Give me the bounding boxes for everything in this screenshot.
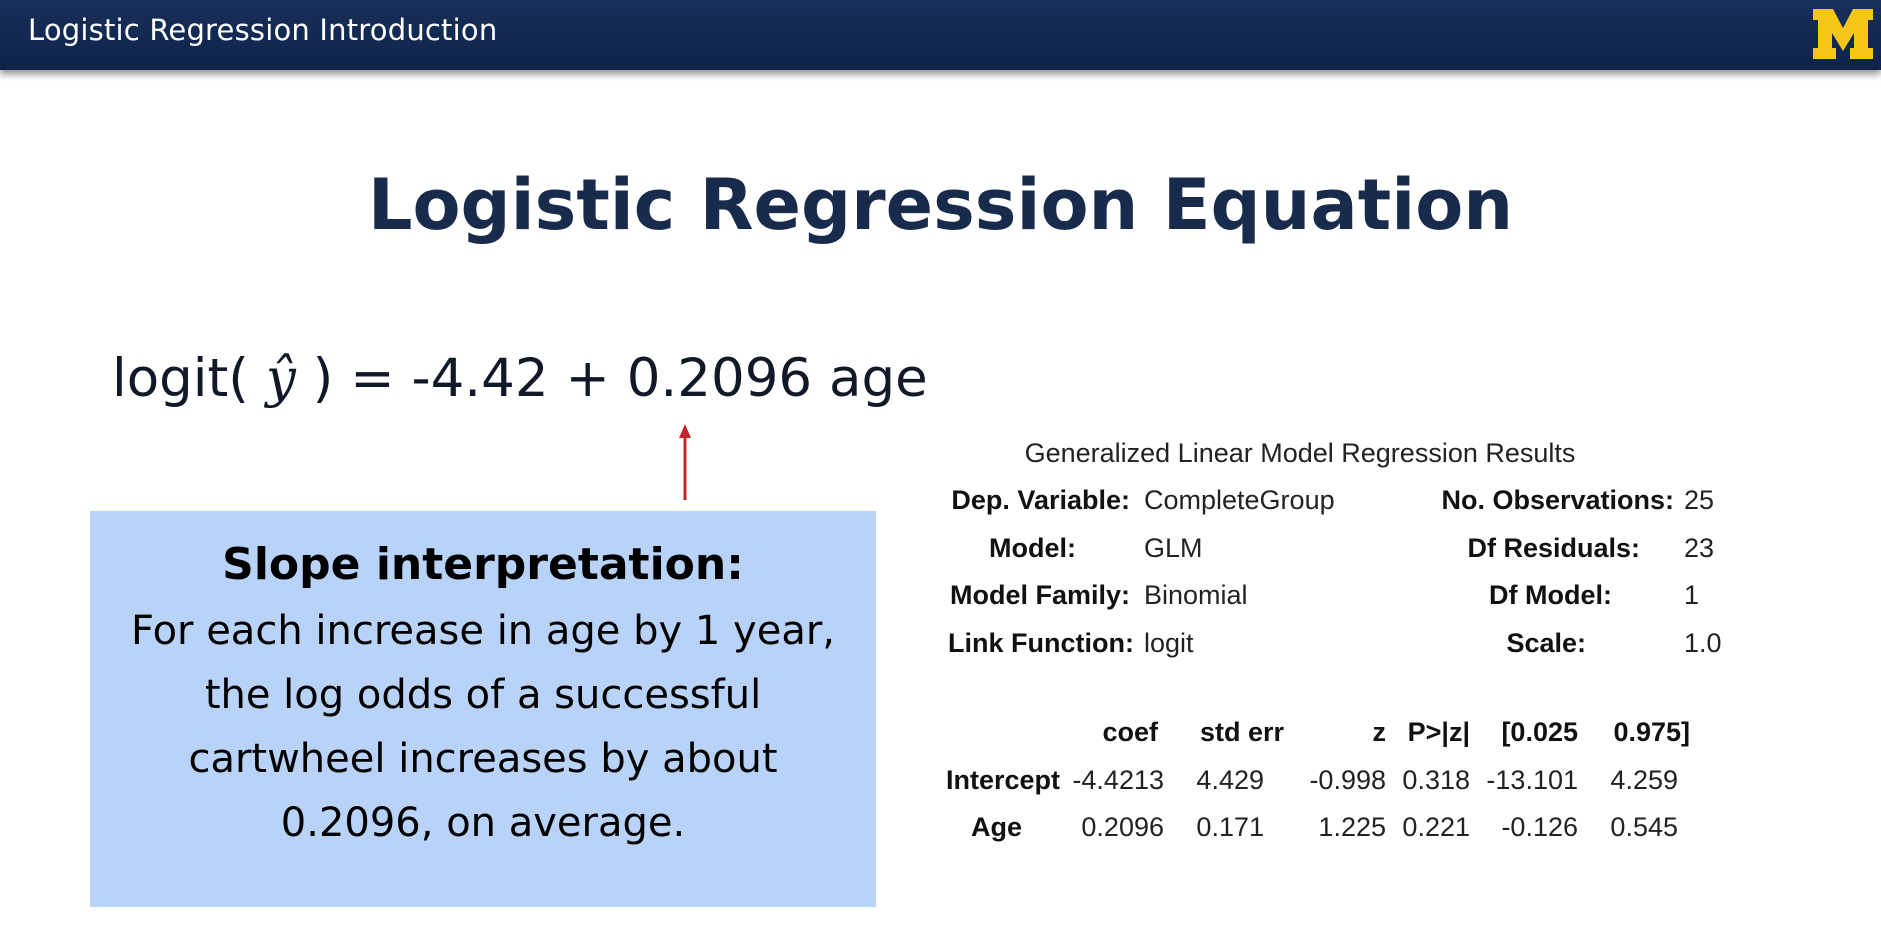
coef-header-ci-lower: [0.025 xyxy=(1501,717,1578,747)
glm-value-df-residuals: 23 xyxy=(1684,533,1715,563)
slope-line: 0.2096, on average. xyxy=(280,800,686,846)
glm-key-no-observations: No. Observations: xyxy=(1441,485,1674,515)
coef-cell: 0.171 xyxy=(1196,812,1264,842)
glm-value-dep-variable: CompleteGroup xyxy=(1144,485,1335,515)
slope-line: For each increase in age by 1 year, xyxy=(130,608,835,654)
slope-heading: Slope interpretation: xyxy=(222,539,744,590)
header-bar: Logistic Regression Introduction xyxy=(0,0,1881,70)
equation-rhs: = -4.42 + 0.2096 age xyxy=(350,348,928,409)
equation-lhs-suffix: ) xyxy=(312,348,334,409)
glm-key-link-function: Link Function: xyxy=(948,628,1134,658)
coef-cell: 0.318 xyxy=(1402,765,1470,795)
coef-header-ci-upper: 0.975] xyxy=(1613,717,1690,747)
glm-value-df-model: 1 xyxy=(1684,580,1700,610)
coef-cell: -4.4213 xyxy=(1072,765,1164,795)
glm-key-df-model: Df Model: xyxy=(1489,580,1612,610)
red-up-arrow-icon xyxy=(679,424,691,500)
slope-line: the log odds of a successful xyxy=(204,672,762,718)
coef-cell: 0.545 xyxy=(1610,812,1678,842)
coef-row-label-intercept: Intercept xyxy=(945,765,1060,795)
glm-key-df-residuals: Df Residuals: xyxy=(1467,533,1640,563)
slope-line: cartwheel increases by about xyxy=(188,736,778,782)
coef-cell: 0.2096 xyxy=(1081,812,1164,842)
university-block-m-logo xyxy=(1813,9,1873,59)
coef-header-p-value: P>|z| xyxy=(1407,717,1470,747)
coef-header-z: z xyxy=(1372,717,1387,747)
coef-cell: 1.225 xyxy=(1318,812,1386,842)
glm-key-model: Model: xyxy=(989,533,1076,563)
glm-value-no-observations: 25 xyxy=(1684,485,1715,515)
glm-key-scale: Scale: xyxy=(1506,628,1586,658)
glm-key-model-family: Model Family: xyxy=(949,580,1130,610)
coef-cell: -0.998 xyxy=(1309,765,1386,795)
equation-yhat: ŷ xyxy=(265,348,296,409)
coef-cell: 0.221 xyxy=(1402,812,1470,842)
header-title: Logistic Regression Introduction xyxy=(28,13,498,47)
glm-value-link-function: logit xyxy=(1144,628,1194,658)
slope-interpretation-box: Slope interpretation: For each increase … xyxy=(90,511,876,907)
glm-value-scale: 1.0 xyxy=(1684,628,1722,658)
coef-cell: -0.126 xyxy=(1501,812,1578,842)
coef-header-std-err: std err xyxy=(1199,717,1284,747)
slide-title: Logistic Regression Equation xyxy=(367,164,1514,246)
glm-value-model-family: Binomial xyxy=(1144,580,1248,610)
coef-cell: 4.429 xyxy=(1196,765,1264,795)
glm-key-dep-variable: Dep. Variable: xyxy=(951,485,1130,515)
glm-results-title: Generalized Linear Model Regression Resu… xyxy=(1024,438,1576,468)
coef-cell: -13.101 xyxy=(1486,765,1578,795)
coef-cell: 4.259 xyxy=(1610,765,1678,795)
glm-value-model: GLM xyxy=(1144,533,1203,563)
logit-equation: logit( ŷ ) = -4.42 + 0.2096 age xyxy=(112,344,928,414)
equation-lhs-prefix: logit( xyxy=(112,348,249,409)
coef-header-coef: coef xyxy=(1102,717,1158,747)
coef-row-label-age: Age xyxy=(970,812,1022,842)
